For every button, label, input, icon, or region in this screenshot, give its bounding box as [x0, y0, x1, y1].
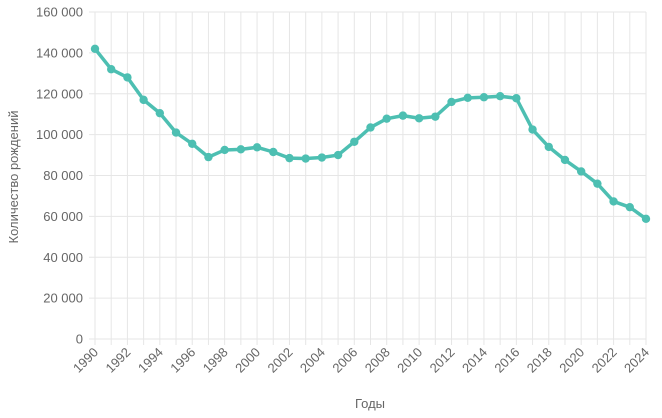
x-tick-label: 2016 — [491, 345, 522, 376]
data-point-2020 — [576, 167, 586, 176]
x-tick-label: 2012 — [427, 345, 458, 376]
x-tick-label: 2018 — [524, 345, 555, 376]
data-point-1999 — [236, 145, 246, 154]
x-tick-label: 2008 — [362, 345, 393, 376]
data-point-2002 — [285, 153, 294, 163]
x-tick-label: 1994 — [135, 345, 166, 376]
data-point-1991 — [107, 65, 116, 74]
y-axis-ticks: 0 20 000 40 000 60 000 80 000 100 000 120 000 1… — [36, 5, 83, 347]
data-point-2008 — [382, 114, 391, 123]
y-axis-title: Количество рождений — [6, 111, 21, 244]
x-axis-ticks: 1990 1992 1994 1996 1998 2000 2002 2004 2006 2008… — [70, 345, 652, 376]
data-point-2024 — [641, 214, 651, 224]
data-point-1990 — [90, 44, 100, 53]
data-point-2015 — [495, 92, 505, 101]
data-point-2014 — [479, 93, 489, 102]
y-tick-label: 100 000 — [36, 127, 83, 142]
data-point-2012 — [447, 97, 456, 107]
data-point-2000 — [252, 143, 262, 152]
y-tick-label: 20 000 — [43, 291, 83, 306]
data-point-2006 — [350, 137, 359, 146]
data-point-1994 — [155, 108, 165, 118]
data-point-2021 — [593, 179, 602, 188]
x-tick-label: 2020 — [556, 345, 587, 376]
data-point-1992 — [123, 73, 132, 82]
x-tick-label: 1996 — [167, 345, 198, 376]
data-point-1995 — [171, 128, 181, 137]
x-tick-label: 1998 — [200, 345, 231, 376]
x-axis-title: Годы — [355, 396, 385, 411]
data-point-1993 — [139, 95, 148, 105]
x-tick-label: 2010 — [394, 345, 425, 376]
data-point-2022 — [609, 197, 618, 206]
x-tick-label: 2000 — [232, 345, 263, 376]
data-point-2009 — [398, 111, 408, 120]
data-point-2018 — [544, 142, 553, 152]
y-tick-label: 120 000 — [36, 86, 83, 101]
data-point-2010 — [414, 114, 424, 123]
grid — [89, 11, 647, 345]
x-tick-label: 2002 — [265, 345, 296, 376]
data-point-1998 — [220, 145, 229, 155]
y-tick-label: 40 000 — [43, 250, 83, 265]
x-tick-label: 2006 — [329, 345, 360, 376]
x-tick-label: 2004 — [297, 345, 328, 376]
data-point-2019 — [560, 155, 570, 165]
series-birth-count — [90, 44, 651, 224]
data-point-2023 — [625, 202, 634, 212]
data-point-2007 — [366, 123, 375, 132]
y-tick-label: 140 000 — [36, 45, 83, 60]
data-point-2016 — [512, 94, 521, 103]
data-point-2004 — [317, 153, 327, 162]
data-point-2001 — [269, 147, 278, 157]
x-tick-label: 2014 — [459, 345, 490, 376]
x-tick-label: 1992 — [102, 345, 133, 376]
x-tick-label: 2022 — [589, 345, 620, 376]
y-tick-label: 80 000 — [43, 168, 83, 183]
data-point-2017 — [528, 125, 537, 134]
data-point-2013 — [463, 93, 472, 103]
y-tick-label: 160 000 — [36, 5, 83, 20]
data-point-2005 — [333, 150, 343, 160]
data-point-1996 — [188, 139, 197, 149]
x-tick-label: 1990 — [70, 345, 101, 376]
data-point-2003 — [301, 154, 310, 163]
y-tick-label: 0 — [76, 332, 83, 347]
x-tick-label: 2024 — [621, 345, 652, 376]
data-point-2011 — [431, 112, 440, 121]
y-tick-label: 60 000 — [43, 209, 83, 224]
data-point-1997 — [204, 152, 213, 162]
